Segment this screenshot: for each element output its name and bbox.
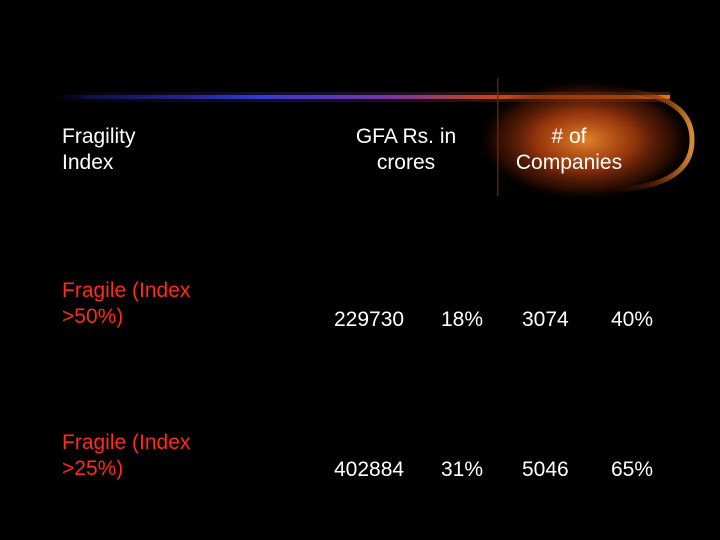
row-label-fragile-25: Fragile (Index >25%) — [62, 430, 190, 482]
row1-companies-value: 3074 — [522, 308, 569, 331]
header-fragility-line2: Index — [62, 151, 114, 174]
header-gfa-line1: GFA Rs. in — [355, 125, 457, 148]
header-gfa: GFA Rs. in crores — [340, 124, 472, 176]
row-label-line2: >25%) — [62, 457, 124, 480]
header-gfa-line2: crores — [376, 151, 436, 174]
row1-gfa-value: 229730 — [334, 308, 405, 331]
header-fragility-index: Fragility Index — [62, 124, 136, 176]
row-label-line2: >50%) — [62, 305, 124, 328]
row2-companies-percent: 65% — [611, 458, 654, 481]
row1-gfa-percent: 18% — [441, 308, 484, 331]
header-fragility-line1: Fragility — [62, 125, 136, 148]
row-label-line1: Fragile (Index — [62, 279, 191, 302]
row2-gfa-value: 402884 — [334, 458, 405, 481]
row1-companies-percent: 40% — [611, 308, 654, 331]
header-companies-line2: Companies — [515, 151, 623, 174]
header-companies-line1: # of — [551, 125, 587, 148]
row-label-line1: Fragile (Index — [62, 431, 191, 454]
header-companies: # of Companies — [500, 124, 638, 176]
row2-companies-value: 5046 — [522, 458, 569, 481]
row2-gfa-percent: 31% — [441, 458, 484, 481]
row-label-fragile-50: Fragile (Index >50%) — [62, 278, 190, 330]
